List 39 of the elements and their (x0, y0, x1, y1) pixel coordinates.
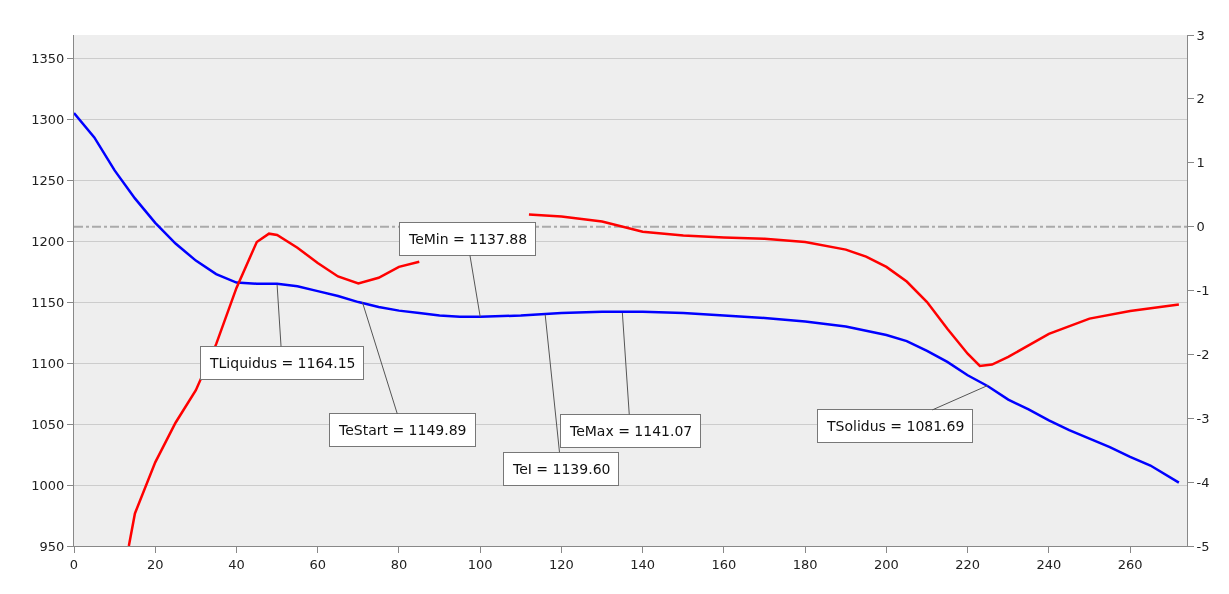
annotation: TeMin = 1137.88 (408, 231, 528, 247)
y-tick-label: 1100 (31, 355, 65, 371)
y-tick-label: 1250 (31, 172, 65, 188)
y-tick-label: 1200 (31, 233, 65, 249)
x-tick-label: 220 (955, 556, 981, 572)
line-series (74, 111, 1181, 484)
x-tick-label: 80 (390, 556, 408, 572)
y2-tick-label: -5 (1196, 538, 1210, 554)
x-tick-label: 120 (549, 556, 574, 572)
y-tick-label: 1050 (31, 416, 65, 432)
x-tick-label: 40 (228, 556, 245, 572)
x-tick-label: 0 (69, 556, 79, 572)
y-tick-label: 1000 (31, 477, 65, 493)
y2-tick-label: -3 (1196, 410, 1210, 426)
y2-tick-label: -1 (1196, 283, 1210, 299)
y-tick-label: 1300 (31, 111, 65, 127)
y2-tick-label: -2 (1196, 346, 1210, 362)
annotation: TeI = 1139.60 (512, 461, 611, 477)
x-tick-label: 140 (630, 556, 656, 572)
y2-tick-label: 3 (1196, 27, 1205, 43)
y2-tick-label: 0 (1196, 219, 1205, 235)
y-tick-label: 1350 (31, 50, 65, 66)
annotation: TeStart = 1149.89 (338, 422, 467, 438)
x-tick-label: 260 (1117, 556, 1143, 572)
x-tick-label: 20 (146, 556, 164, 572)
x-tick-label: 180 (792, 556, 818, 572)
annotation: TeMax = 1141.07 (569, 423, 693, 439)
y2-tick-label: 2 (1196, 91, 1205, 107)
annotation: TLiquidus = 1164.15 (209, 355, 356, 371)
x-tick-label: 60 (309, 556, 326, 572)
y-tick-label: 950 (39, 538, 65, 554)
x-tick-label: 100 (467, 556, 493, 572)
x-tick-label: 240 (1036, 556, 1062, 572)
x-tick-label: 160 (711, 556, 737, 572)
y-tick-label: 1150 (31, 294, 65, 310)
annotation: TSolidus = 1081.69 (826, 418, 965, 434)
x-tick-label: 200 (874, 556, 899, 572)
y2-tick-label: -4 (1196, 474, 1210, 490)
y2-tick-label: 1 (1196, 155, 1205, 171)
